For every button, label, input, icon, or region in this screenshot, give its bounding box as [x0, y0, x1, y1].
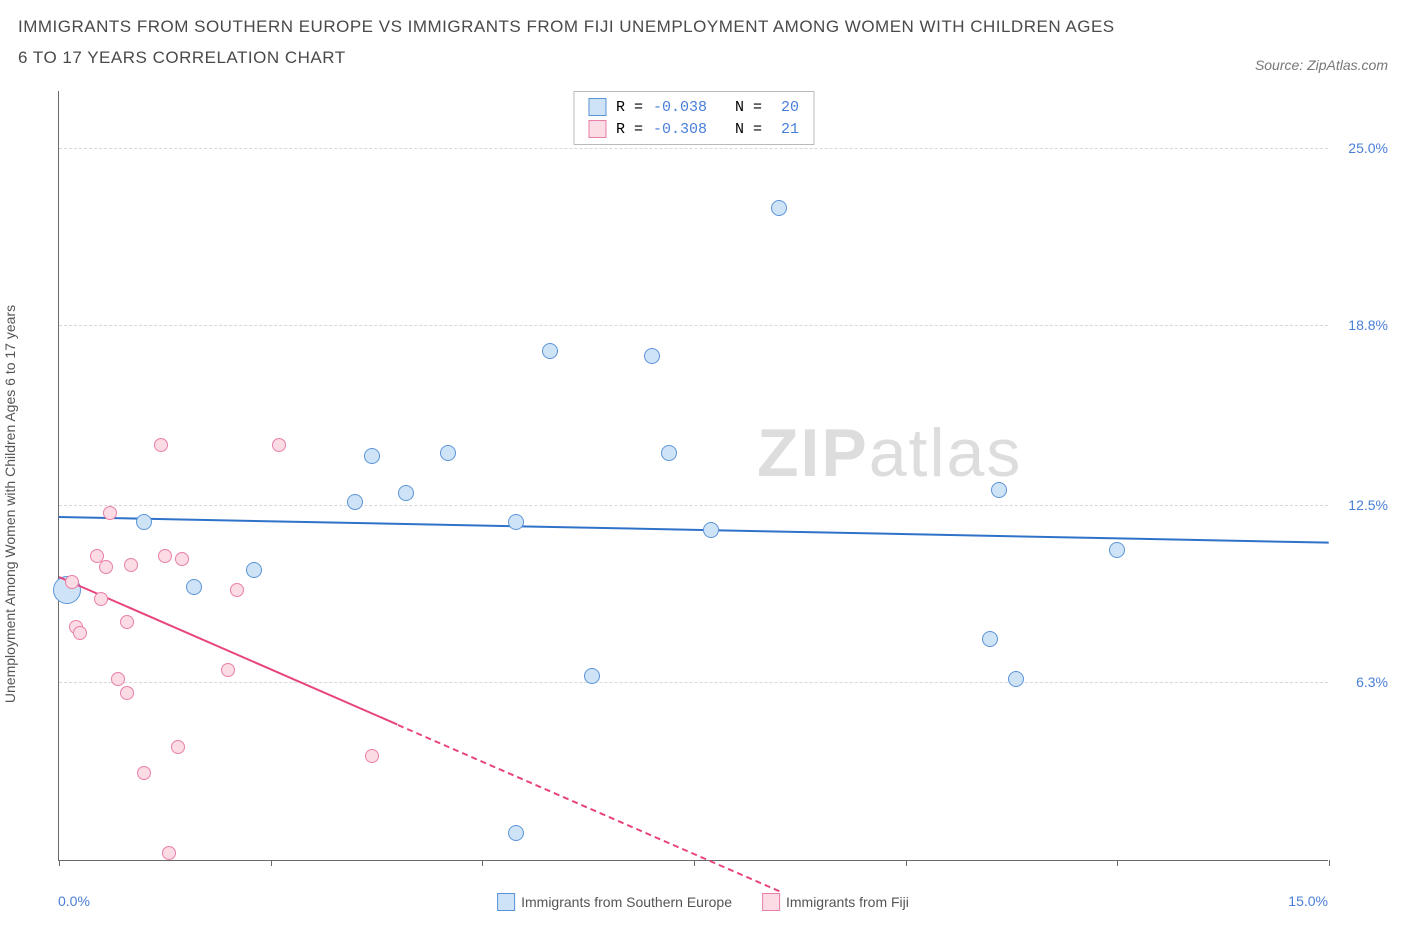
legend-n-label: N =	[717, 99, 762, 116]
scatter-point	[347, 494, 363, 510]
chart-container: Unemployment Among Women with Children A…	[18, 81, 1388, 911]
scatter-point	[1008, 671, 1024, 687]
scatter-point	[154, 438, 168, 452]
legend-row: R = -0.308 N = 21	[588, 118, 799, 140]
scatter-point	[542, 343, 558, 359]
scatter-point	[120, 686, 134, 700]
scatter-point	[186, 579, 202, 595]
scatter-point	[982, 631, 998, 647]
grid-line	[59, 505, 1328, 506]
scatter-point	[99, 560, 113, 574]
trend-line	[59, 516, 1329, 544]
grid-line	[59, 325, 1328, 326]
scatter-point	[136, 514, 152, 530]
x-axis-max-label: 15.0%	[1288, 893, 1328, 909]
legend-item: Immigrants from Southern Europe	[497, 893, 732, 911]
trend-line	[397, 724, 779, 892]
y-tick-label: 18.8%	[1348, 317, 1388, 333]
x-axis-min-label: 0.0%	[58, 893, 90, 909]
x-tick	[1329, 860, 1330, 866]
scatter-point	[230, 583, 244, 597]
scatter-point	[137, 766, 151, 780]
trend-line	[59, 576, 398, 725]
scatter-point	[584, 668, 600, 684]
scatter-point	[508, 825, 524, 841]
series-legend: Immigrants from Southern Europe Immigrant…	[497, 893, 909, 911]
grid-line	[59, 148, 1328, 149]
legend-n-value: 20	[772, 99, 799, 116]
scatter-point	[661, 445, 677, 461]
scatter-point	[246, 562, 262, 578]
scatter-point	[103, 506, 117, 520]
scatter-point	[120, 615, 134, 629]
legend-n-value: 21	[772, 121, 799, 138]
x-tick	[1117, 860, 1118, 866]
scatter-point	[644, 348, 660, 364]
x-tick	[694, 860, 695, 866]
scatter-point	[991, 482, 1007, 498]
scatter-point	[94, 592, 108, 606]
scatter-point	[73, 626, 87, 640]
scatter-point	[272, 438, 286, 452]
scatter-point	[162, 846, 176, 860]
header: IMMIGRANTS FROM SOUTHERN EUROPE VS IMMIG…	[18, 12, 1388, 73]
y-axis-label: Unemployment Among Women with Children A…	[2, 305, 18, 703]
correlation-legend: R = -0.038 N = 20R = -0.308 N = 21	[573, 91, 814, 145]
scatter-point	[221, 663, 235, 677]
x-tick	[906, 860, 907, 866]
y-tick-label: 25.0%	[1348, 140, 1388, 156]
watermark: ZIPatlas	[757, 414, 1022, 492]
legend-r-label: R =	[616, 99, 643, 116]
scatter-point	[65, 575, 79, 589]
x-tick	[482, 860, 483, 866]
x-tick	[271, 860, 272, 866]
grid-line	[59, 682, 1328, 683]
legend-swatch	[588, 120, 606, 138]
scatter-plot: ZIPatlas R = -0.038 N = 20R = -0.308 N =…	[58, 91, 1328, 861]
legend-row: R = -0.038 N = 20	[588, 96, 799, 118]
scatter-point	[124, 558, 138, 572]
legend-swatch	[588, 98, 606, 116]
legend-label: Immigrants from Southern Europe	[521, 894, 732, 910]
legend-r-value: -0.038	[653, 99, 707, 116]
legend-label: Immigrants from Fiji	[786, 894, 909, 910]
legend-item: Immigrants from Fiji	[762, 893, 909, 911]
scatter-point	[111, 672, 125, 686]
scatter-point	[171, 740, 185, 754]
scatter-point	[398, 485, 414, 501]
legend-r-label: R =	[616, 121, 643, 138]
scatter-point	[364, 448, 380, 464]
scatter-point	[508, 514, 524, 530]
legend-r-value: -0.308	[653, 121, 707, 138]
y-tick-label: 12.5%	[1348, 497, 1388, 513]
scatter-point	[771, 200, 787, 216]
x-tick	[59, 860, 60, 866]
scatter-point	[1109, 542, 1125, 558]
legend-swatch	[497, 893, 515, 911]
chart-title: IMMIGRANTS FROM SOUTHERN EUROPE VS IMMIG…	[18, 12, 1118, 73]
scatter-point	[703, 522, 719, 538]
scatter-point	[365, 749, 379, 763]
legend-swatch	[762, 893, 780, 911]
scatter-point	[158, 549, 172, 563]
source-label: Source: ZipAtlas.com	[1255, 57, 1388, 73]
y-tick-label: 6.3%	[1356, 674, 1388, 690]
scatter-point	[440, 445, 456, 461]
legend-n-label: N =	[717, 121, 762, 138]
scatter-point	[175, 552, 189, 566]
